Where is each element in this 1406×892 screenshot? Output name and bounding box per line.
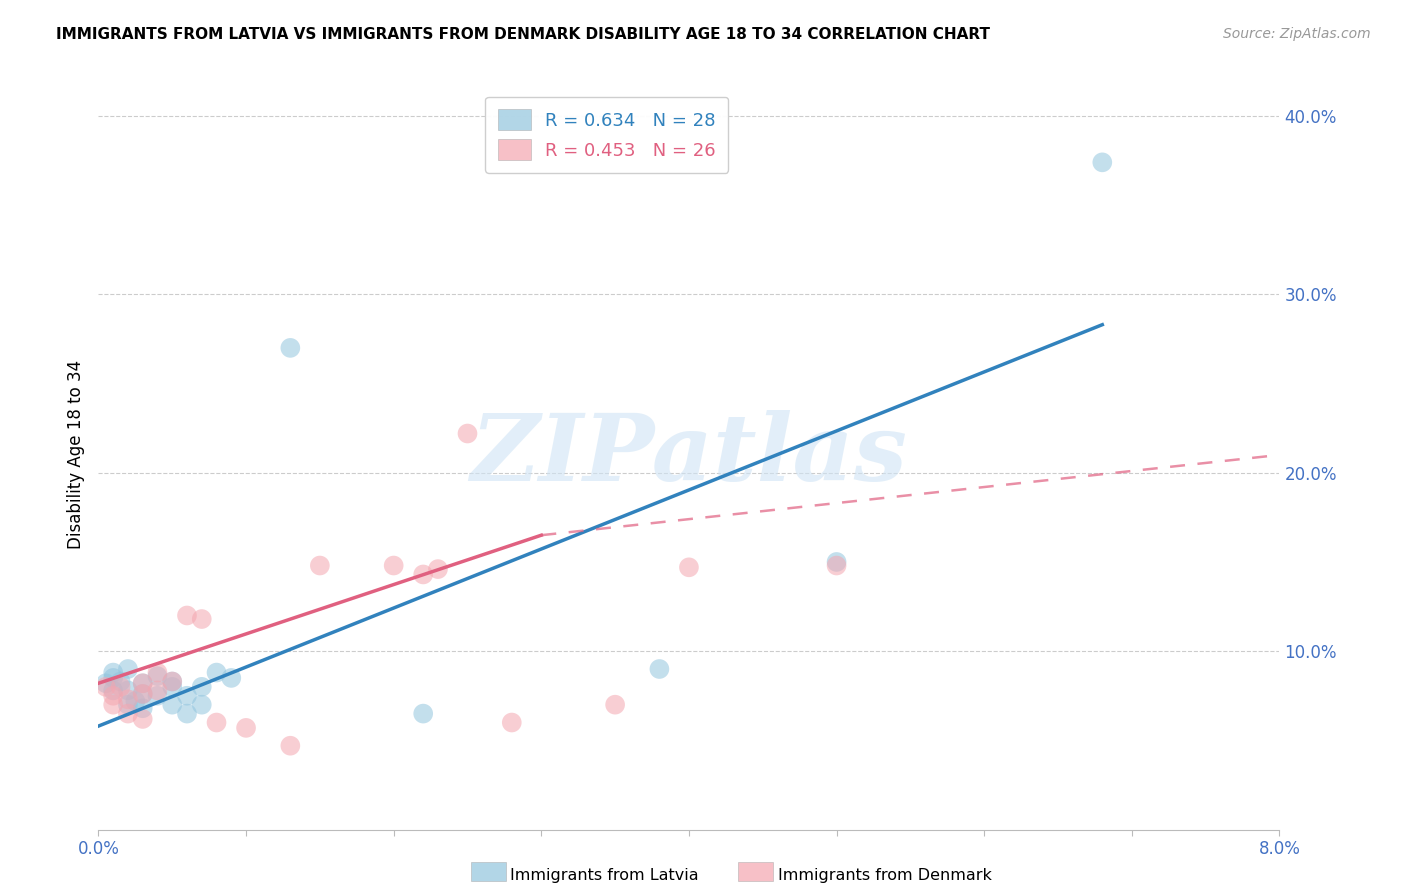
Point bbox=[309, 558, 332, 573]
Point bbox=[132, 701, 155, 715]
Point bbox=[176, 706, 198, 721]
Point bbox=[117, 683, 139, 698]
Point bbox=[678, 560, 700, 574]
Point bbox=[103, 671, 125, 685]
Point bbox=[110, 680, 132, 694]
Point bbox=[191, 680, 214, 694]
Point bbox=[132, 712, 155, 726]
Point bbox=[280, 341, 302, 355]
Point bbox=[162, 680, 183, 694]
Point bbox=[132, 676, 155, 690]
Point bbox=[176, 608, 198, 623]
Point bbox=[117, 662, 139, 676]
Point bbox=[412, 706, 434, 721]
Y-axis label: Disability Age 18 to 34: Disability Age 18 to 34 bbox=[66, 360, 84, 549]
Point bbox=[132, 676, 155, 690]
Point bbox=[205, 665, 228, 680]
Point bbox=[648, 662, 671, 676]
Point bbox=[280, 739, 302, 753]
Point bbox=[382, 558, 405, 573]
Point bbox=[457, 426, 479, 441]
Point bbox=[146, 689, 169, 703]
Point bbox=[124, 694, 146, 708]
Point bbox=[1091, 155, 1114, 169]
Text: ZIPatlas: ZIPatlas bbox=[471, 410, 907, 500]
Point bbox=[191, 612, 214, 626]
Legend: R = 0.634   N = 28, R = 0.453   N = 26: R = 0.634 N = 28, R = 0.453 N = 26 bbox=[485, 97, 728, 173]
Point bbox=[412, 567, 434, 582]
Point bbox=[103, 683, 125, 698]
Point bbox=[146, 665, 169, 680]
Point bbox=[117, 706, 139, 721]
Point bbox=[176, 689, 198, 703]
Point bbox=[191, 698, 214, 712]
Point bbox=[103, 665, 125, 680]
Point bbox=[94, 676, 117, 690]
Point bbox=[825, 558, 848, 573]
Point bbox=[162, 674, 183, 689]
Text: Immigrants from Latvia: Immigrants from Latvia bbox=[510, 869, 699, 883]
Point bbox=[94, 680, 117, 694]
Text: IMMIGRANTS FROM LATVIA VS IMMIGRANTS FROM DENMARK DISABILITY AGE 18 TO 34 CORREL: IMMIGRANTS FROM LATVIA VS IMMIGRANTS FRO… bbox=[56, 27, 990, 42]
Text: Source: ZipAtlas.com: Source: ZipAtlas.com bbox=[1223, 27, 1371, 41]
Point bbox=[103, 689, 125, 703]
Point bbox=[132, 687, 155, 701]
Point bbox=[146, 669, 169, 683]
Point bbox=[221, 671, 243, 685]
Point bbox=[117, 698, 139, 712]
Point bbox=[235, 721, 257, 735]
Point bbox=[501, 715, 523, 730]
Point bbox=[427, 562, 450, 576]
Point bbox=[605, 698, 627, 712]
Point bbox=[825, 555, 848, 569]
Text: Immigrants from Denmark: Immigrants from Denmark bbox=[778, 869, 991, 883]
Point bbox=[117, 692, 139, 706]
Point bbox=[162, 674, 183, 689]
Point bbox=[110, 674, 132, 689]
Point bbox=[103, 698, 125, 712]
Point bbox=[162, 698, 183, 712]
Point bbox=[132, 687, 155, 701]
Point bbox=[146, 683, 169, 698]
Point bbox=[205, 715, 228, 730]
